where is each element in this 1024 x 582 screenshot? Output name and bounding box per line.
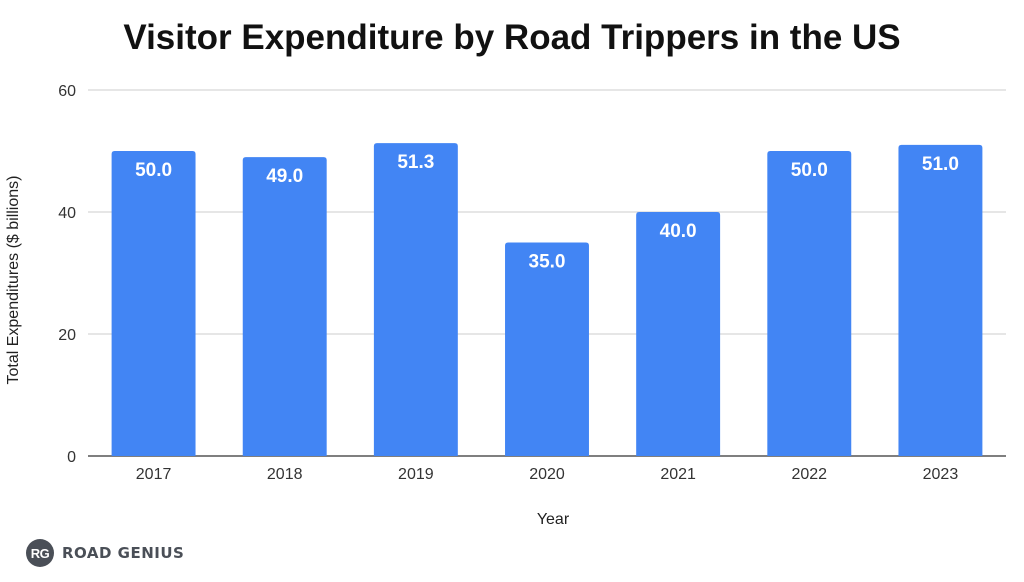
- brand-logo-icon: RG: [26, 539, 54, 567]
- chart-title: Visitor Expenditure by Road Trippers in …: [123, 18, 901, 57]
- y-tick-label: 60: [58, 83, 76, 100]
- bar-2018: [242, 157, 327, 456]
- data-label: 49.0: [266, 166, 303, 187]
- x-tick-label: 2023: [923, 466, 959, 483]
- data-label: 50.0: [791, 160, 828, 181]
- x-tick-label: 2019: [398, 466, 434, 483]
- bar-2017: [111, 151, 196, 456]
- bar-2021: [636, 212, 721, 456]
- data-label: 35.0: [529, 252, 566, 273]
- x-axis-title: Year: [537, 511, 570, 528]
- bar-2020: [505, 242, 589, 456]
- data-label: 50.0: [135, 160, 172, 181]
- data-label: 51.3: [397, 152, 434, 173]
- x-tick-label: 2022: [791, 466, 827, 483]
- y-tick-label: 20: [58, 327, 76, 344]
- y-tick-label: 40: [58, 205, 76, 222]
- bars: [111, 143, 983, 456]
- bar-2023: [898, 144, 983, 456]
- data-label: 51.0: [922, 154, 959, 175]
- y-axis-title: Total Expenditures ($ billions): [5, 176, 22, 385]
- brand-watermark: RG ROAD GENIUS: [26, 538, 184, 568]
- x-tick-label: 2017: [136, 466, 172, 483]
- data-labels: 50.0 49.0 51.3 35.0 40.0 50.0 51.0: [135, 152, 959, 272]
- y-axis-ticks: 0 20 40 60: [58, 83, 76, 466]
- x-tick-label: 2018: [267, 466, 303, 483]
- bar-2022: [767, 151, 852, 456]
- x-tick-label: 2021: [660, 466, 696, 483]
- bar-2019: [373, 143, 458, 456]
- x-tick-label: 2020: [529, 466, 565, 483]
- brand-name: ROAD GENIUS: [62, 544, 185, 562]
- y-tick-label: 0: [67, 449, 76, 466]
- data-label: 40.0: [660, 221, 697, 242]
- x-axis-ticks: 2017 2018 2019 2020 2021 2022 2023: [136, 466, 959, 483]
